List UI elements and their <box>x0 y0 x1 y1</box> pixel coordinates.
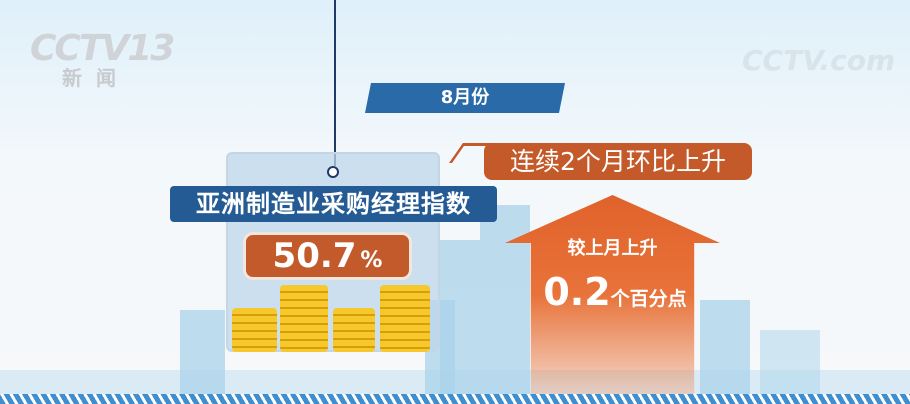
change-value: 0.2个百分点 <box>535 270 695 314</box>
trend-callout: 连续2个月环比上升 <box>484 143 752 180</box>
coin-stack-icon <box>232 308 277 352</box>
coin-stack-icon <box>333 308 375 352</box>
coin-stack-icon <box>380 285 430 352</box>
cctv-com-logo: CCTV.com <box>742 44 896 77</box>
date-tag: 8月份 <box>365 83 565 113</box>
bottom-stripe <box>0 394 910 404</box>
change-unit: 个百分点 <box>610 288 687 310</box>
up-arrow-icon <box>505 195 720 395</box>
change-number: 0.2 <box>543 270 611 314</box>
cctv13-logo-sub: 新闻 <box>62 66 130 90</box>
indicator-value-number: 50.7 <box>272 236 357 276</box>
change-label: 较上月上升 <box>567 238 658 259</box>
indicator-value: 50.7% <box>243 232 412 280</box>
indicator-title: 亚洲制造业采购经理指数 <box>170 186 497 222</box>
cctv13-logo: CCTV13 <box>30 28 175 69</box>
connector-line <box>334 0 336 166</box>
indicator-unit: % <box>360 248 383 273</box>
pin-circle <box>327 166 339 178</box>
coin-stack-icon <box>280 285 328 352</box>
